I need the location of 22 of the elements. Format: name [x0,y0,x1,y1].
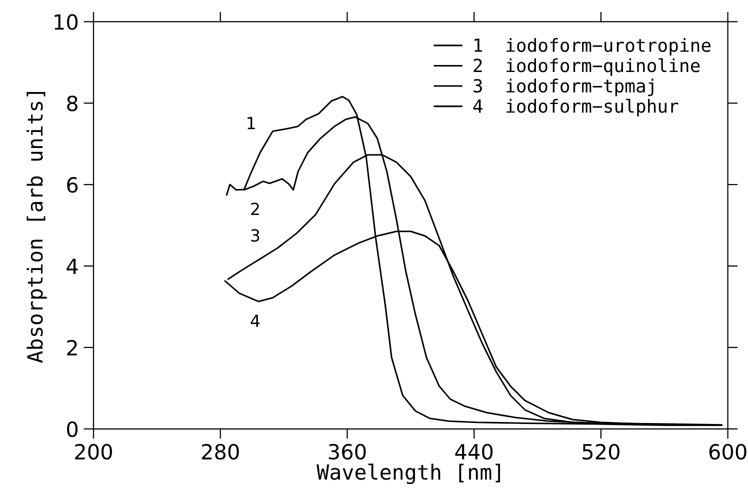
x-axis-title: Wavelength [nm] [316,464,500,484]
annotation: 4 [250,314,260,327]
x-tick-label: 280 [202,444,239,460]
x-tick-label: 360 [328,444,366,460]
x-tick-label: 200 [75,444,112,460]
legend-label: 3 iodoform−tpmaj [474,78,654,96]
legend-label: 4 iodoform−sulphur [473,98,678,116]
y-axis-title: Absorption [arb units] [26,92,47,363]
y-tick-label: 0 [67,421,78,438]
annotation: 1 [248,116,255,130]
y-tick-label: 2 [67,340,77,356]
legend-label: 1 iodoform−urotropine [474,38,710,56]
y-tick-label: 4 [66,258,78,274]
annotation: 2 [251,202,259,215]
y-tick-label: 6 [67,177,78,193]
legend-label: 2 iodoform−quinoline [474,58,700,76]
annotation: 3 [251,229,260,242]
x-tick-label: 520 [582,444,620,460]
y-tick-label: 10 [54,14,78,30]
y-tick-label: 8 [67,96,78,112]
x-tick-label: 600 [709,444,746,460]
x-tick-label: 440 [455,444,493,460]
